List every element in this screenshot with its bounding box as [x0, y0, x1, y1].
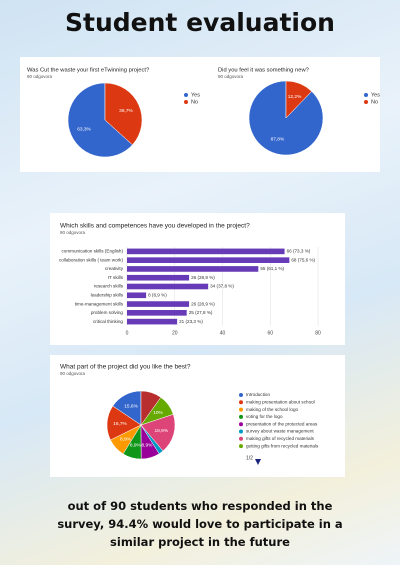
pie-slice: [104, 82, 143, 146]
slice-label: 8,9%: [141, 442, 153, 448]
legend-label: survey about waste management: [246, 429, 314, 434]
legend-marker: [239, 407, 243, 412]
legend-label: making gifts of recycled materials: [246, 436, 315, 441]
y-tick-label: leadership skills: [91, 292, 124, 297]
legend-marker: [184, 100, 188, 104]
value-label: 55 (61,1 %): [260, 266, 284, 271]
card: [50, 355, 345, 477]
chart-subtitle: 90 odgovora: [60, 230, 86, 235]
chart-subtitle: 90 odgovora: [60, 371, 86, 376]
legend-pager: 1/2: [246, 456, 253, 462]
value-label: 26 (28,9 %): [191, 301, 215, 306]
legend-label: presentation of the protected areas: [246, 421, 318, 426]
value-label: 8 (8,9 %): [148, 292, 167, 297]
legend-label: Yes: [371, 92, 380, 98]
bar: [127, 292, 147, 299]
slice-label: 8,9%: [130, 443, 142, 449]
value-label: 26 (28,9 %): [191, 275, 215, 280]
card: [50, 213, 345, 345]
legend-marker: [239, 436, 243, 441]
legend-marker: [239, 400, 243, 405]
bar: [127, 274, 190, 281]
chart-title: What part of the project did you like th…: [60, 364, 191, 371]
legend-marker: [239, 444, 243, 449]
bar: [127, 257, 290, 263]
legend-label: making of the school logo: [246, 407, 299, 412]
legend-marker: [239, 414, 243, 419]
legend-label: No: [371, 99, 378, 105]
bar: [127, 283, 209, 290]
bar: [127, 310, 187, 316]
slice-label: 36,7%: [119, 108, 133, 114]
legend-marker: [239, 393, 243, 397]
y-tick-label: critical thinking: [93, 319, 124, 324]
note: out of 90 students who responded in the …: [57, 499, 343, 549]
slice-label: 8,9%: [120, 436, 132, 442]
pie-slice: [67, 82, 133, 158]
pie-slice: [140, 413, 176, 452]
chart-subtitle: 90 odgovora: [218, 74, 244, 79]
y-tick-label: time-management skills: [75, 301, 124, 306]
bar: [127, 318, 178, 325]
page-title: Student evaluation: [65, 8, 335, 37]
y-tick-label: communication skills (English): [61, 249, 123, 254]
pager-arrow: [255, 459, 261, 465]
slice-label: 63,3%: [77, 127, 91, 133]
x-tick-label: 40: [220, 330, 226, 336]
chart-title: Which skills and competences have you de…: [60, 223, 250, 230]
slice-label: 12,2%: [288, 94, 302, 100]
chart-subtitle: 90 odgovora: [27, 74, 53, 79]
legend-label: making presentation about school: [246, 400, 315, 405]
value-label: 66 (73,3 %): [287, 249, 311, 254]
slice-label: 16,7%: [113, 421, 127, 427]
pie-slice: [285, 80, 313, 119]
legend-marker: [364, 100, 368, 104]
slice-label: 18,9%: [154, 428, 168, 434]
y-tick-label: creativity: [105, 266, 124, 271]
pie-slice: [248, 80, 324, 156]
chart-title: Was Cut the waste your first eTwinning p…: [27, 68, 150, 74]
value-label: 68 (75,6 %): [291, 257, 315, 262]
slice-label: 87,8%: [271, 137, 285, 143]
bar: [127, 248, 285, 255]
legend-marker: [239, 429, 243, 434]
y-tick-label: problem solving: [91, 310, 124, 315]
x-tick-label: 0: [126, 330, 129, 336]
legend-label: voting for the logo: [246, 414, 283, 419]
bar: [127, 266, 259, 272]
legend-marker: [184, 93, 188, 97]
legend-label: Introduction: [246, 392, 270, 397]
legend-label: No: [191, 99, 198, 105]
x-tick-label: 60: [267, 330, 273, 336]
value-label: 34 (37,8 %): [210, 284, 234, 289]
chart-title: Did you feel it was something new?: [218, 68, 310, 74]
value-label: 25 (27,8 %): [189, 310, 213, 315]
y-tick-label: collaboration skills ( team work): [59, 257, 124, 262]
y-tick-label: research skills: [94, 284, 124, 289]
y-tick-label: IT skills: [108, 275, 124, 280]
legend-label: Yes: [191, 92, 200, 98]
slice-label: 15,6%: [124, 404, 138, 410]
slice-label: 10%: [153, 410, 163, 416]
legend-marker: [239, 422, 243, 427]
legend-label: getting gifts from recycled materials: [246, 443, 319, 448]
legend-marker: [364, 93, 368, 97]
bar: [127, 301, 190, 307]
pie-slice: [140, 390, 162, 426]
value-label: 21 (23,3 %): [179, 319, 203, 324]
x-tick-label: 80: [315, 330, 321, 336]
x-tick-label: 20: [172, 330, 178, 336]
